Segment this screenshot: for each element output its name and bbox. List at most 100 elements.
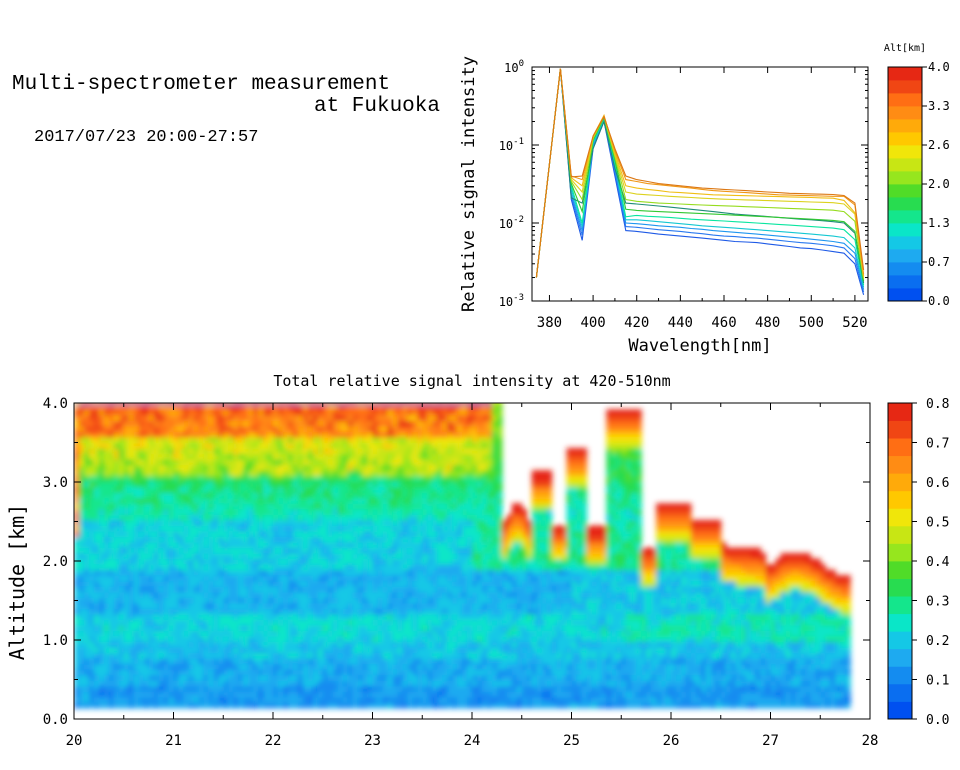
heatmap-cell [168,558,175,565]
heatmap-cell [337,547,344,554]
heatmap-cell [258,542,264,549]
altitude-colorbar-swatch [888,236,922,250]
heatmap-cell [402,597,408,604]
heatmap-cell [327,425,334,432]
heatmap-cell [243,437,249,444]
altitude-colorbar-swatch [888,223,922,237]
heatmap-cell [198,420,204,427]
heatmap-cell [327,636,334,643]
heatmap-cell [243,409,249,416]
heatmap-cell [422,658,428,665]
heatmap-cell [203,608,209,615]
heatmap-cell [322,685,329,692]
heatmap-cell [208,431,214,438]
heatmap-cell [377,625,384,632]
heatmap-cell [113,691,120,698]
heatmap-cell [442,691,448,698]
heatmap-cell [362,625,369,632]
heatmap-cell [283,519,289,526]
heatmap-cell [233,442,239,449]
heatmap-cell [74,409,80,416]
heatmap-cell [347,575,354,582]
heatmap-cell [491,564,498,571]
heatmap-cell [322,403,329,410]
heatmap-cell [407,459,413,466]
heatmap-cell [477,586,483,593]
heatmap-cell [432,453,438,460]
heatmap-cell [84,403,90,410]
heatmap-cell [357,575,364,582]
heatmap-cell [287,553,294,560]
heatmap-cell [337,597,344,604]
heatmap-cell [452,448,458,455]
heatmap-cell [402,580,408,587]
heatmap-cell [302,464,309,471]
heatmap-cell [208,425,214,432]
heatmap-cell [263,547,269,554]
heatmap-cell [462,486,468,493]
heatmap-cell [412,586,418,593]
heatmap-cell [412,569,418,576]
heatmap-cell [417,431,423,438]
heatmap-cell [342,597,349,604]
heatmap-cell [208,602,214,609]
heatmap-cell [163,514,170,521]
heatmap-cell [302,503,309,510]
heatmap-cell [258,619,264,626]
heatmap-cell [243,575,249,582]
heatmap-cell [178,453,185,460]
heatmap-cell [113,641,120,648]
heatmap-cell [347,420,354,427]
heatmap-cell [273,531,279,538]
heatmap-cell [188,652,194,659]
heatmap-cell [118,497,125,504]
heatmap-cell [457,475,463,482]
heatmap-cell [412,503,418,510]
heatmap-cell [297,459,304,466]
heatmap-cell [347,508,354,515]
heatmap-cell [208,536,214,543]
heatmap-cell [462,420,468,427]
heatmap-cell [79,531,85,538]
heatmap-cell [317,470,324,477]
heatmap-cell [302,409,309,416]
heatmap-cell [317,425,324,432]
heatmap-cell [243,586,249,593]
heatmap-cell [491,580,498,587]
heatmap-cell [118,464,125,471]
heatmap-cell [447,442,453,449]
heatmap-cell [118,448,125,455]
heatmap-cell [412,575,418,582]
heatmap-cell [193,531,199,538]
heatmap-cell [93,425,100,432]
heatmap-cell [198,542,204,549]
heatmap-cell [133,580,140,587]
heatmap-cell [372,663,379,670]
heatmap-cell [447,536,453,543]
spectrum-y-tick-label: 10-3 [499,293,524,309]
heatmap-cell [352,448,359,455]
heatmap-cell [482,497,488,504]
heatmap-cell [148,641,155,648]
heatmap-cell [88,420,95,427]
heatmap-cell [467,547,473,554]
heatmap-cell [357,597,364,604]
spectrum-x-tick-label: 380 [537,315,562,331]
heatmap-cell [278,542,284,549]
heatmap-cell [372,420,379,427]
heatmap-cell [367,492,374,499]
heatmap-cell [128,420,135,427]
heatmap-cell [218,558,224,565]
heatmap-cell [118,542,125,549]
heatmap-cell [213,575,219,582]
heatmap-cell [153,608,160,615]
heatmap-cell [422,575,428,582]
heatmap-cell [482,536,488,543]
heatmap-cell [258,486,264,493]
heatmap-cell [377,613,384,620]
heatmap-cell [158,448,165,455]
heatmap-cell [397,503,403,510]
heatmap-cell [447,564,453,571]
heatmap-cell [158,403,165,410]
heatmap-cell [432,685,438,692]
